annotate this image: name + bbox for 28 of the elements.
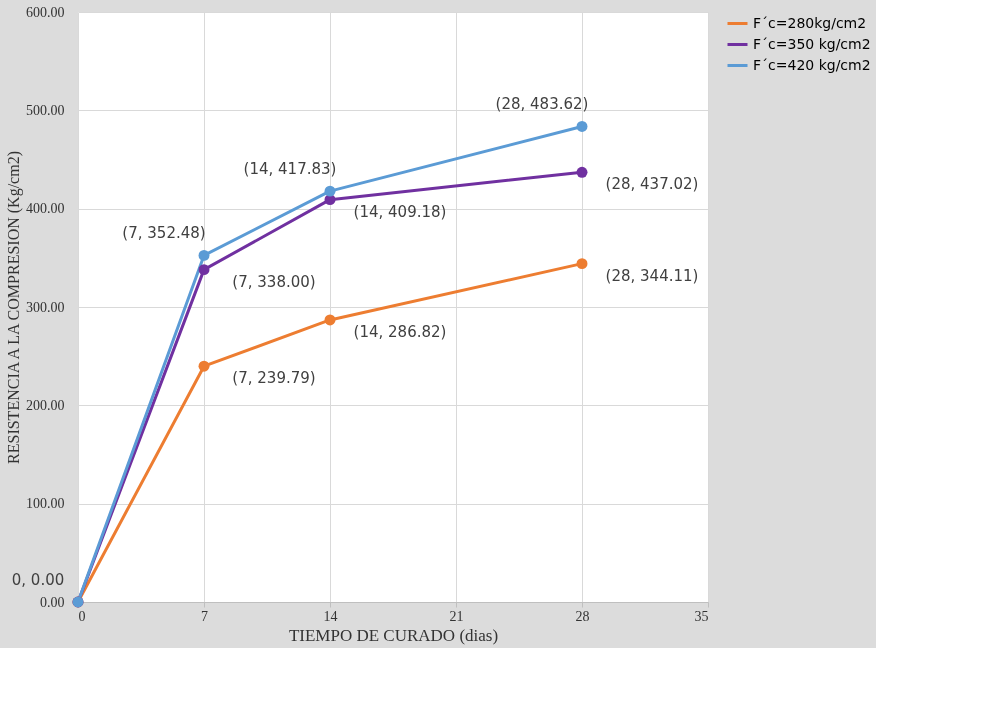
x-tick-label: 28 [575,608,590,624]
data-label: (14, 286.82) [353,322,447,341]
data-label: (7, 352.48) [122,224,206,243]
data-label: (14, 409.18) [353,202,447,221]
y-tick-label: 0.00 [40,594,65,610]
x-tick-label: 7 [201,608,208,624]
y-tick-label: 300.00 [26,299,65,315]
legend-label: F´c=280kg/cm2 [753,14,867,31]
y-tick-label: 400.00 [26,201,65,217]
x-tick-label: 21 [449,608,464,624]
data-label: (28, 483.62) [495,95,589,114]
legend-label: F´c=420 kg/cm2 [753,56,871,73]
x-tick-label: 14 [323,608,338,624]
data-label: (14, 417.83) [243,160,337,179]
data-label: (7, 239.79) [232,369,316,388]
y-tick-label: 600.00 [26,4,65,20]
y-tick-label: 100.00 [26,496,65,512]
data-label: (28, 344.11) [605,266,699,285]
y-tick-label: 500.00 [26,102,65,118]
data-label: (7, 338.00) [232,272,316,291]
x-tick-label: 0 [78,608,86,624]
data-label: (28, 437.02) [605,175,699,194]
y-axis-title: RESISTENCIA A LA COMPRESION (Kg/cm2) [5,151,23,464]
x-tick-label: 35 [694,608,709,624]
x-axis-title: TIEMPO DE CURADO (dias) [288,625,499,645]
y-tick-label: 200.00 [26,397,65,413]
legend-label: F´c=350 kg/cm2 [753,35,871,52]
data-label: 0, 0.00 [11,571,65,589]
